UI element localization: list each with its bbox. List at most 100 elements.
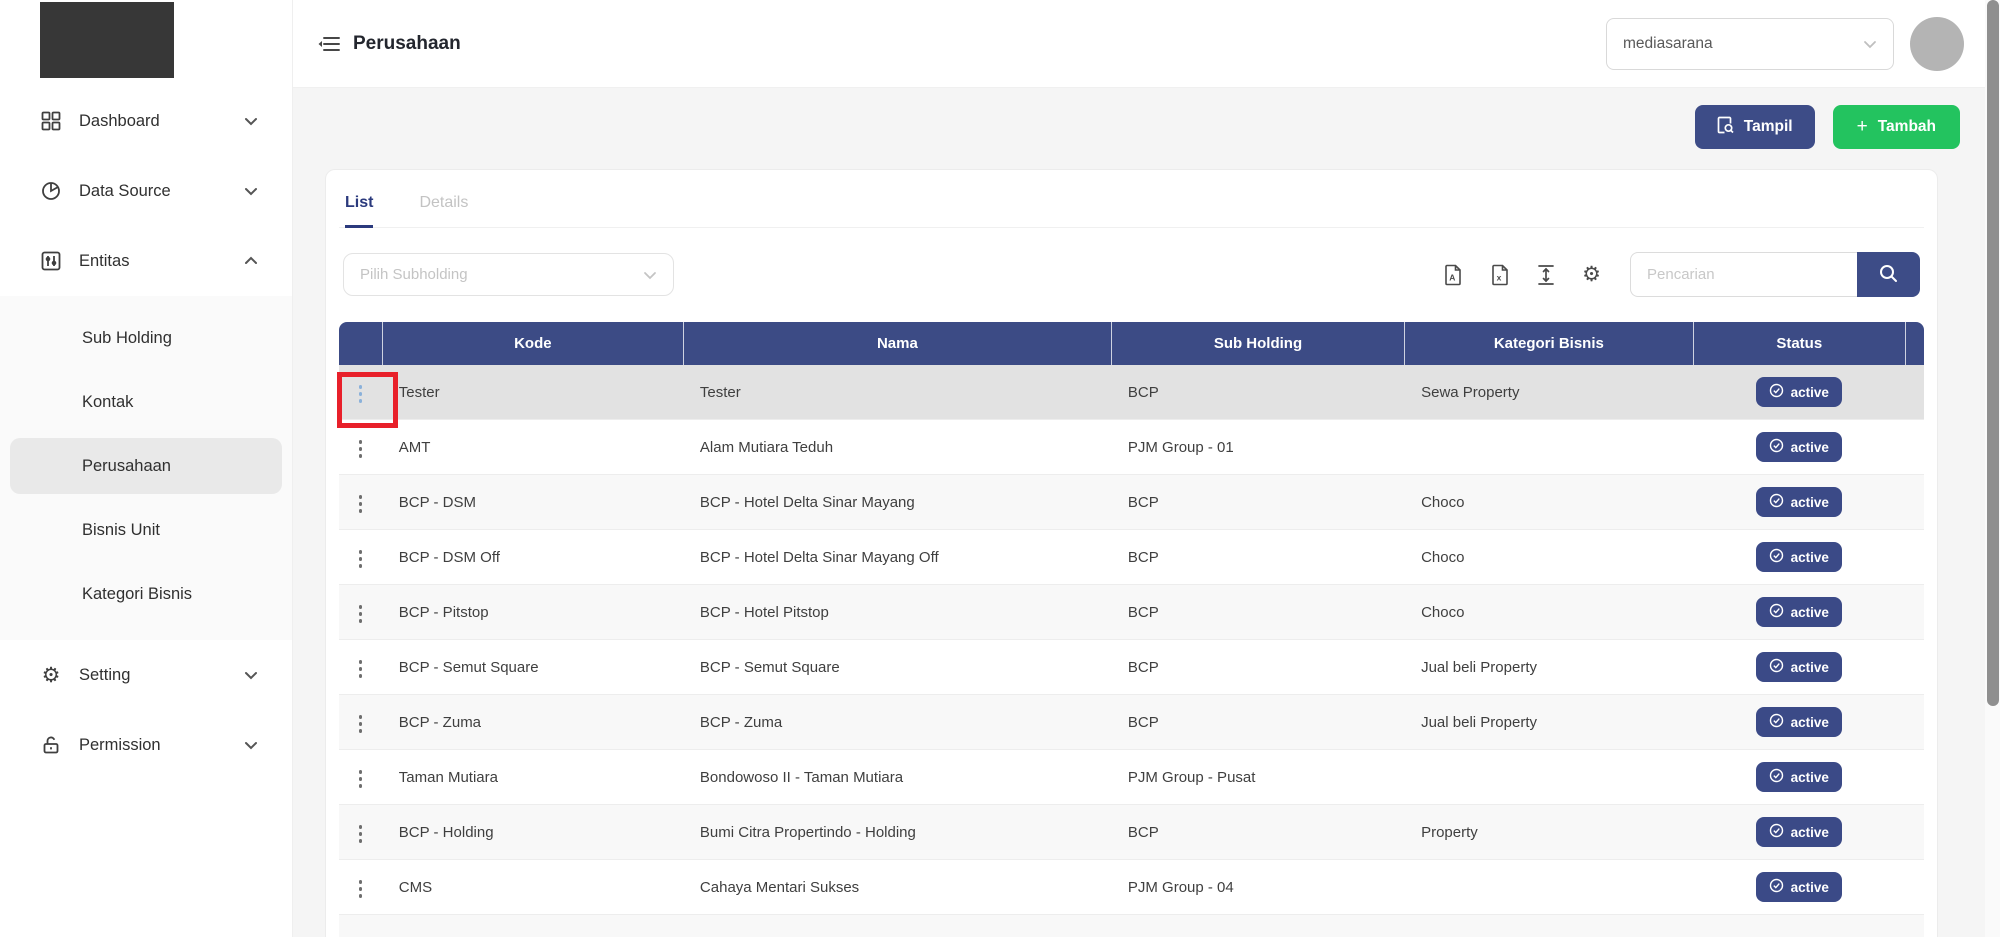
sidebar-item-permission[interactable]: Permission: [0, 710, 292, 780]
sidebar-item-label: Dashboard: [79, 111, 160, 130]
table-row[interactable]: Tester Tester BCP Sewa Property active: [339, 365, 1924, 420]
column-header-sub-holding[interactable]: Sub Holding: [1110, 322, 1405, 365]
kebab-menu-icon[interactable]: [351, 709, 371, 739]
table-header: Kode Nama Sub Holding Kategori Bisnis St…: [339, 322, 1924, 365]
subholding-select-placeholder: Pilih Subholding: [360, 266, 468, 283]
status-badge: active: [1755, 652, 1842, 682]
table-row[interactable]: BCP - DSM BCP - Hotel Delta Sinar Mayang…: [339, 475, 1924, 530]
kebab-menu-icon[interactable]: [351, 434, 371, 464]
column-header-kode[interactable]: Kode: [381, 322, 683, 365]
entitas-submenu: Sub Holding Kontak Perusahaan Bisnis Uni…: [0, 296, 292, 640]
table-row[interactable]: CMS Cahaya Mentari Sukses PJM Group - 04…: [339, 860, 1924, 915]
kebab-menu-icon[interactable]: [351, 654, 371, 684]
kebab-menu-icon[interactable]: [351, 764, 371, 794]
row-actions-cell[interactable]: [339, 750, 382, 805]
cell-kategori-bisnis: Choco: [1404, 585, 1693, 640]
table-row[interactable]: BCP - Semut Square BCP - Semut Square BC…: [339, 640, 1924, 695]
cell-status: active: [1692, 695, 1905, 750]
cell-nama: BCP - Hotel Pitstop: [682, 585, 1111, 640]
cell-sub-holding: PJM Group - 01: [1110, 420, 1405, 475]
cell-spacer: [1904, 365, 1924, 420]
cell-status: active: [1692, 365, 1905, 420]
sidebar-item-data-source[interactable]: Data Source: [0, 156, 292, 226]
cell-kode: Tester: [381, 365, 683, 420]
cell-sub-holding: BCP: [1110, 475, 1405, 530]
cell-status: active: [1692, 805, 1905, 860]
workspace-select[interactable]: mediasarana: [1606, 17, 1894, 70]
kebab-menu-icon[interactable]: [351, 874, 371, 904]
cell-sub-holding: BCP: [1110, 640, 1405, 695]
table-row[interactable]: BCP - Pitstop BCP - Hotel Pitstop BCP Ch…: [339, 585, 1924, 640]
cell-sub-holding: BCP: [1110, 530, 1405, 585]
table-row-partial: [339, 915, 1924, 937]
row-actions-cell[interactable]: [339, 640, 382, 695]
column-header-nama[interactable]: Nama: [682, 322, 1111, 365]
row-actions-cell[interactable]: [339, 695, 382, 750]
row-actions-cell[interactable]: [339, 805, 382, 860]
cell-nama: Tester: [682, 365, 1111, 420]
column-header-kategori-bisnis[interactable]: Kategori Bisnis: [1404, 322, 1693, 365]
sidebar-item-setting[interactable]: ⚙ Setting: [0, 640, 292, 710]
status-badge: active: [1755, 707, 1842, 737]
cell-nama: BCP - Hotel Delta Sinar Mayang Off: [682, 530, 1111, 585]
search-input[interactable]: [1630, 252, 1857, 297]
file-excel-icon[interactable]: x: [1490, 264, 1510, 286]
sidebar-item-label: Bisnis Unit: [82, 520, 160, 539]
tambah-button[interactable]: + Tambah: [1832, 105, 1960, 149]
search-button[interactable]: [1857, 252, 1920, 297]
sidebar-item-kontak[interactable]: Kontak: [0, 370, 292, 434]
cell-sub-holding: BCP: [1110, 805, 1405, 860]
sidebar-item-perusahaan[interactable]: Perusahaan: [10, 438, 282, 494]
subholding-select[interactable]: Pilih Subholding: [343, 253, 674, 296]
scrollbar-thumb[interactable]: [1986, 0, 1999, 706]
row-actions-cell[interactable]: [339, 365, 382, 420]
column-header-status[interactable]: Status: [1692, 322, 1905, 365]
settings-icon[interactable]: ⚙: [1582, 263, 1601, 286]
cell-status: active: [1692, 640, 1905, 695]
menu-fold-icon[interactable]: [318, 34, 340, 54]
kebab-menu-icon[interactable]: [351, 599, 371, 629]
sidebar-item-entitas[interactable]: Entitas: [0, 226, 292, 296]
table-row[interactable]: BCP - DSM Off BCP - Hotel Delta Sinar Ma…: [339, 530, 1924, 585]
column-height-icon[interactable]: [1537, 264, 1555, 286]
page-title: Perusahaan: [353, 32, 461, 54]
tab-details[interactable]: Details: [419, 194, 469, 211]
chevron-down-icon: [244, 114, 258, 128]
tampil-button[interactable]: Tampil: [1694, 105, 1815, 149]
sidebar-item-label: Sub Holding: [82, 328, 172, 347]
cell-spacer: [1904, 475, 1924, 530]
table-row[interactable]: BCP - Zuma BCP - Zuma BCP Jual beli Prop…: [339, 695, 1924, 750]
sidebar-item-dashboard[interactable]: Dashboard: [0, 86, 292, 156]
sidebar-item-kategori-bisnis[interactable]: Kategori Bisnis: [0, 562, 292, 626]
check-circle-icon: [1769, 548, 1784, 566]
sidebar-nav: Dashboard Data Source: [0, 86, 292, 780]
kebab-menu-icon[interactable]: [351, 489, 371, 519]
check-circle-icon: [1769, 658, 1784, 676]
row-actions-cell[interactable]: [339, 530, 382, 585]
cell-kategori-bisnis: Jual beli Property: [1404, 695, 1693, 750]
table-row[interactable]: AMT Alam Mutiara Teduh PJM Group - 01 ac…: [339, 420, 1924, 475]
page-scrollbar[interactable]: [1985, 0, 2000, 937]
kebab-menu-icon[interactable]: [351, 544, 371, 574]
file-pdf-icon[interactable]: A: [1443, 264, 1463, 286]
table-row[interactable]: BCP - Holding Bumi Citra Propertindo - H…: [339, 805, 1924, 860]
kebab-menu-icon[interactable]: [351, 819, 371, 849]
row-actions-cell[interactable]: [339, 475, 382, 530]
cell-status: active: [1692, 530, 1905, 585]
row-actions-cell[interactable]: [339, 585, 382, 640]
sidebar-item-bisnis-unit[interactable]: Bisnis Unit: [0, 498, 292, 562]
svg-text:x: x: [1497, 272, 1502, 282]
tab-list[interactable]: List: [345, 194, 374, 228]
row-actions-cell[interactable]: [339, 420, 382, 475]
file-search-icon: [1717, 116, 1734, 139]
sidebar-item-label: Entitas: [79, 251, 130, 270]
cell-kategori-bisnis: [1404, 750, 1693, 805]
sidebar-item-sub-holding[interactable]: Sub Holding: [0, 306, 292, 370]
kebab-menu-icon[interactable]: [351, 379, 371, 409]
user-avatar[interactable]: [1910, 16, 1964, 71]
row-actions-cell[interactable]: [339, 860, 382, 915]
table-row[interactable]: Taman Mutiara Bondowoso II - Taman Mutia…: [339, 750, 1924, 805]
status-badge-label: active: [1790, 769, 1829, 785]
column-header-actions: [339, 322, 382, 365]
lock-icon: [40, 734, 62, 756]
